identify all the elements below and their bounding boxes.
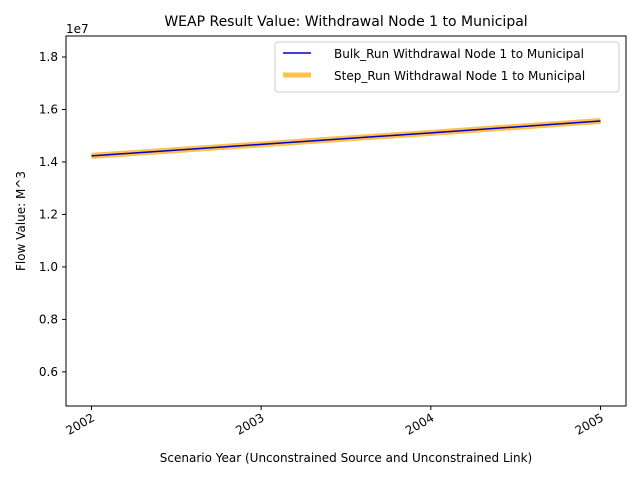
legend: Bulk_Run Withdrawal Node 1 to Municipal … xyxy=(274,41,620,93)
y-scale-label: 1e7 xyxy=(66,22,89,36)
y-tick-label: 1.2 xyxy=(39,207,58,221)
y-tick-label: 1.8 xyxy=(39,50,58,64)
legend-label-step-run: Step_Run Withdrawal Node 1 to Municipal xyxy=(334,69,585,83)
plot-series xyxy=(91,118,601,159)
plot-frame xyxy=(65,35,627,407)
y-axis-label: Flow Value: M^3 xyxy=(14,171,28,271)
series-line-bulk-run xyxy=(91,120,601,157)
y-tick-label: 1.4 xyxy=(39,155,58,169)
legend-box xyxy=(274,41,620,93)
y-axis: 0.6 0.8 1.0 1.2 1.4 1.6 1.8 xyxy=(39,50,66,379)
x-axis-label: Scenario Year (Unconstrained Source and … xyxy=(160,451,532,465)
y-tick-label: 1.0 xyxy=(39,260,58,274)
legend-label-bulk-run: Bulk_Run Withdrawal Node 1 to Municipal xyxy=(334,47,584,61)
y-tick-label: 0.8 xyxy=(39,312,58,326)
y-tick-label: 1.6 xyxy=(39,102,58,116)
y-tick-label: 0.6 xyxy=(39,365,58,379)
chart-title: WEAP Result Value: Withdrawal Node 1 to … xyxy=(164,14,527,30)
